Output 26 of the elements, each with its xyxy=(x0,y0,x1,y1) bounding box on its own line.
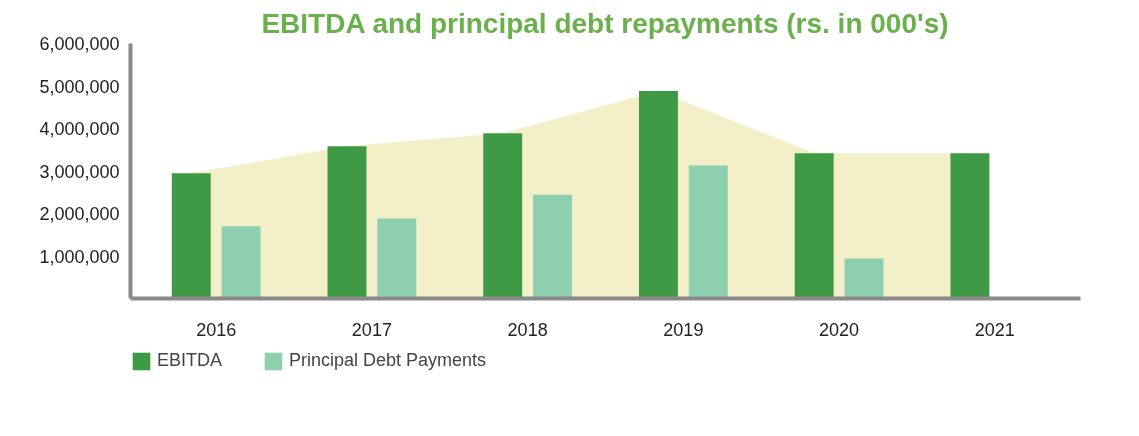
bar xyxy=(171,173,211,299)
legend-label: Principal Debt Payments xyxy=(289,350,487,371)
bar xyxy=(221,226,261,299)
chart-title: EBITDA and principal debt repayments (rs. in 000's) xyxy=(261,7,949,39)
x-tick-label: 2016 xyxy=(196,319,237,340)
x-tick-label: 2020 xyxy=(819,319,860,340)
bar xyxy=(533,194,573,299)
y-tick-label: 3,000,000 xyxy=(39,161,120,182)
x-tick-label: 2017 xyxy=(351,319,392,340)
bar xyxy=(483,133,523,299)
y-tick-label: 6,000,000 xyxy=(39,34,120,54)
bar xyxy=(688,165,728,299)
x-tick-label: 2021 xyxy=(974,319,1015,340)
bar xyxy=(638,91,678,299)
y-tick-label: 4,000,000 xyxy=(39,119,120,139)
y-tick-label: 1,000,000 xyxy=(39,246,120,267)
y-tick-label: 2,000,000 xyxy=(39,204,120,224)
bar xyxy=(327,146,367,299)
x-tick-label: 2018 xyxy=(507,319,548,340)
y-tick-label: 5,000,000 xyxy=(39,76,120,97)
x-tick-label: 2019 xyxy=(663,319,704,340)
bar xyxy=(950,153,990,299)
bar xyxy=(794,153,834,299)
bar xyxy=(377,218,417,299)
legend-label: EBITDA xyxy=(157,350,223,371)
bar xyxy=(844,258,884,299)
